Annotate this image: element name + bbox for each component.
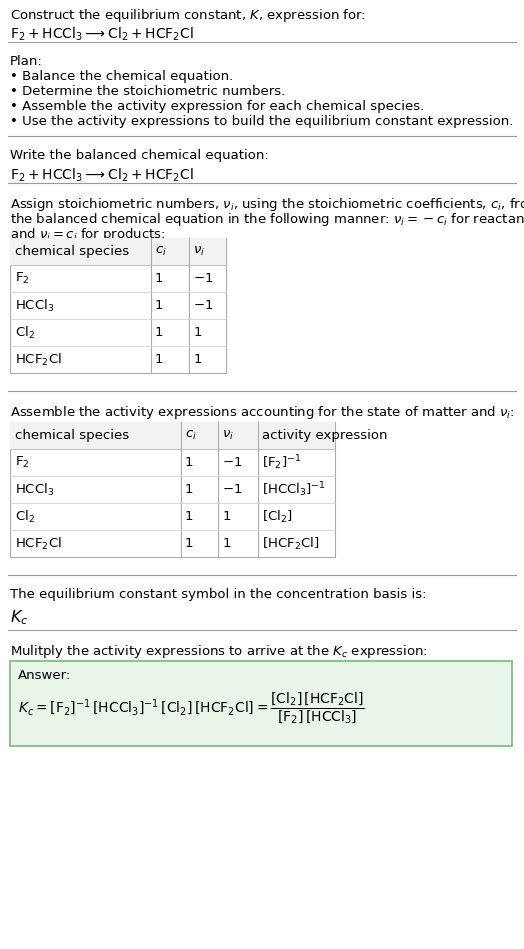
Text: $\mathrm{F_2}$: $\mathrm{F_2}$ — [15, 455, 30, 470]
Text: $\mathrm{Cl_2}$: $\mathrm{Cl_2}$ — [15, 325, 35, 341]
Bar — [10, 661, 512, 746]
Text: • Balance the chemical equation.: • Balance the chemical equation. — [10, 70, 233, 83]
Text: 1: 1 — [185, 456, 193, 469]
Text: $[\mathrm{HCF_2Cl}]$: $[\mathrm{HCF_2Cl}]$ — [262, 535, 320, 551]
Text: $c_i$: $c_i$ — [155, 245, 167, 258]
Text: 1: 1 — [155, 326, 163, 339]
Text: $\mathrm{Cl_2}$: $\mathrm{Cl_2}$ — [15, 509, 35, 525]
Text: $c_i$: $c_i$ — [185, 429, 197, 442]
Text: Write the balanced chemical equation:: Write the balanced chemical equation: — [10, 149, 269, 162]
Text: $\mathrm{HCCl_3}$: $\mathrm{HCCl_3}$ — [15, 297, 54, 313]
Text: $1$: $1$ — [222, 510, 231, 523]
Bar — [10, 422, 335, 449]
Text: $\nu_i$: $\nu_i$ — [193, 245, 205, 258]
Text: $[\mathrm{Cl_2}]$: $[\mathrm{Cl_2}]$ — [262, 509, 292, 525]
Text: $\mathrm{F_2 + HCCl_3 \longrightarrow Cl_2 + HCF_2Cl}$: $\mathrm{F_2 + HCCl_3 \longrightarrow Cl… — [10, 167, 194, 184]
Text: Plan:: Plan: — [10, 55, 43, 68]
Text: $\mathrm{HCCl_3}$: $\mathrm{HCCl_3}$ — [15, 481, 54, 497]
Text: the balanced chemical equation in the following manner: $\nu_i = -c_i$ for react: the balanced chemical equation in the fo… — [10, 211, 524, 228]
Text: $\mathrm{F_2 + HCCl_3 \longrightarrow Cl_2 + HCF_2Cl}$: $\mathrm{F_2 + HCCl_3 \longrightarrow Cl… — [10, 26, 194, 44]
Text: $1$: $1$ — [193, 353, 202, 366]
Text: $-1$: $-1$ — [222, 456, 243, 469]
Bar — [10, 238, 226, 373]
Text: $1$: $1$ — [222, 537, 231, 550]
Text: $\nu_i$: $\nu_i$ — [222, 429, 234, 442]
Text: 1: 1 — [185, 483, 193, 496]
Text: Assign stoichiometric numbers, $\nu_i$, using the stoichiometric coefficients, $: Assign stoichiometric numbers, $\nu_i$, … — [10, 196, 524, 213]
Text: The equilibrium constant symbol in the concentration basis is:: The equilibrium constant symbol in the c… — [10, 588, 427, 601]
Text: 1: 1 — [155, 272, 163, 285]
Text: 1: 1 — [155, 353, 163, 366]
Text: chemical species: chemical species — [15, 245, 129, 258]
Text: 1: 1 — [155, 299, 163, 312]
Text: activity expression: activity expression — [262, 429, 388, 442]
Text: $1$: $1$ — [193, 326, 202, 339]
Text: $-1$: $-1$ — [193, 299, 213, 312]
Text: $K_c = [\mathrm{F_2}]^{-1}\,[\mathrm{HCCl_3}]^{-1}\,[\mathrm{Cl_2}]\,[\mathrm{HC: $K_c = [\mathrm{F_2}]^{-1}\,[\mathrm{HCC… — [18, 691, 365, 726]
Text: $\mathrm{HCF_2Cl}$: $\mathrm{HCF_2Cl}$ — [15, 351, 62, 367]
Text: 1: 1 — [185, 537, 193, 550]
Text: Construct the equilibrium constant, $K$, expression for:: Construct the equilibrium constant, $K$,… — [10, 7, 366, 24]
Text: • Assemble the activity expression for each chemical species.: • Assemble the activity expression for e… — [10, 100, 424, 113]
Text: Mulitply the activity expressions to arrive at the $K_c$ expression:: Mulitply the activity expressions to arr… — [10, 643, 428, 660]
Text: $-1$: $-1$ — [222, 483, 243, 496]
Text: $[\mathrm{HCCl_3}]^{-1}$: $[\mathrm{HCCl_3}]^{-1}$ — [262, 480, 326, 499]
Text: • Use the activity expressions to build the equilibrium constant expression.: • Use the activity expressions to build … — [10, 115, 514, 128]
Text: $-1$: $-1$ — [193, 272, 213, 285]
Bar — [10, 238, 226, 265]
Text: Assemble the activity expressions accounting for the state of matter and $\nu_i$: Assemble the activity expressions accoun… — [10, 404, 515, 421]
Text: and $\nu_i = c_i$ for products:: and $\nu_i = c_i$ for products: — [10, 226, 166, 243]
Text: chemical species: chemical species — [15, 429, 129, 442]
Text: $K_c$: $K_c$ — [10, 608, 28, 626]
Text: $\mathrm{F_2}$: $\mathrm{F_2}$ — [15, 271, 30, 286]
Bar — [10, 422, 335, 557]
Text: Answer:: Answer: — [18, 669, 71, 682]
Text: $[\mathrm{F_2}]^{-1}$: $[\mathrm{F_2}]^{-1}$ — [262, 454, 301, 472]
Text: $\mathrm{HCF_2Cl}$: $\mathrm{HCF_2Cl}$ — [15, 535, 62, 551]
Text: 1: 1 — [185, 510, 193, 523]
Text: • Determine the stoichiometric numbers.: • Determine the stoichiometric numbers. — [10, 85, 285, 98]
